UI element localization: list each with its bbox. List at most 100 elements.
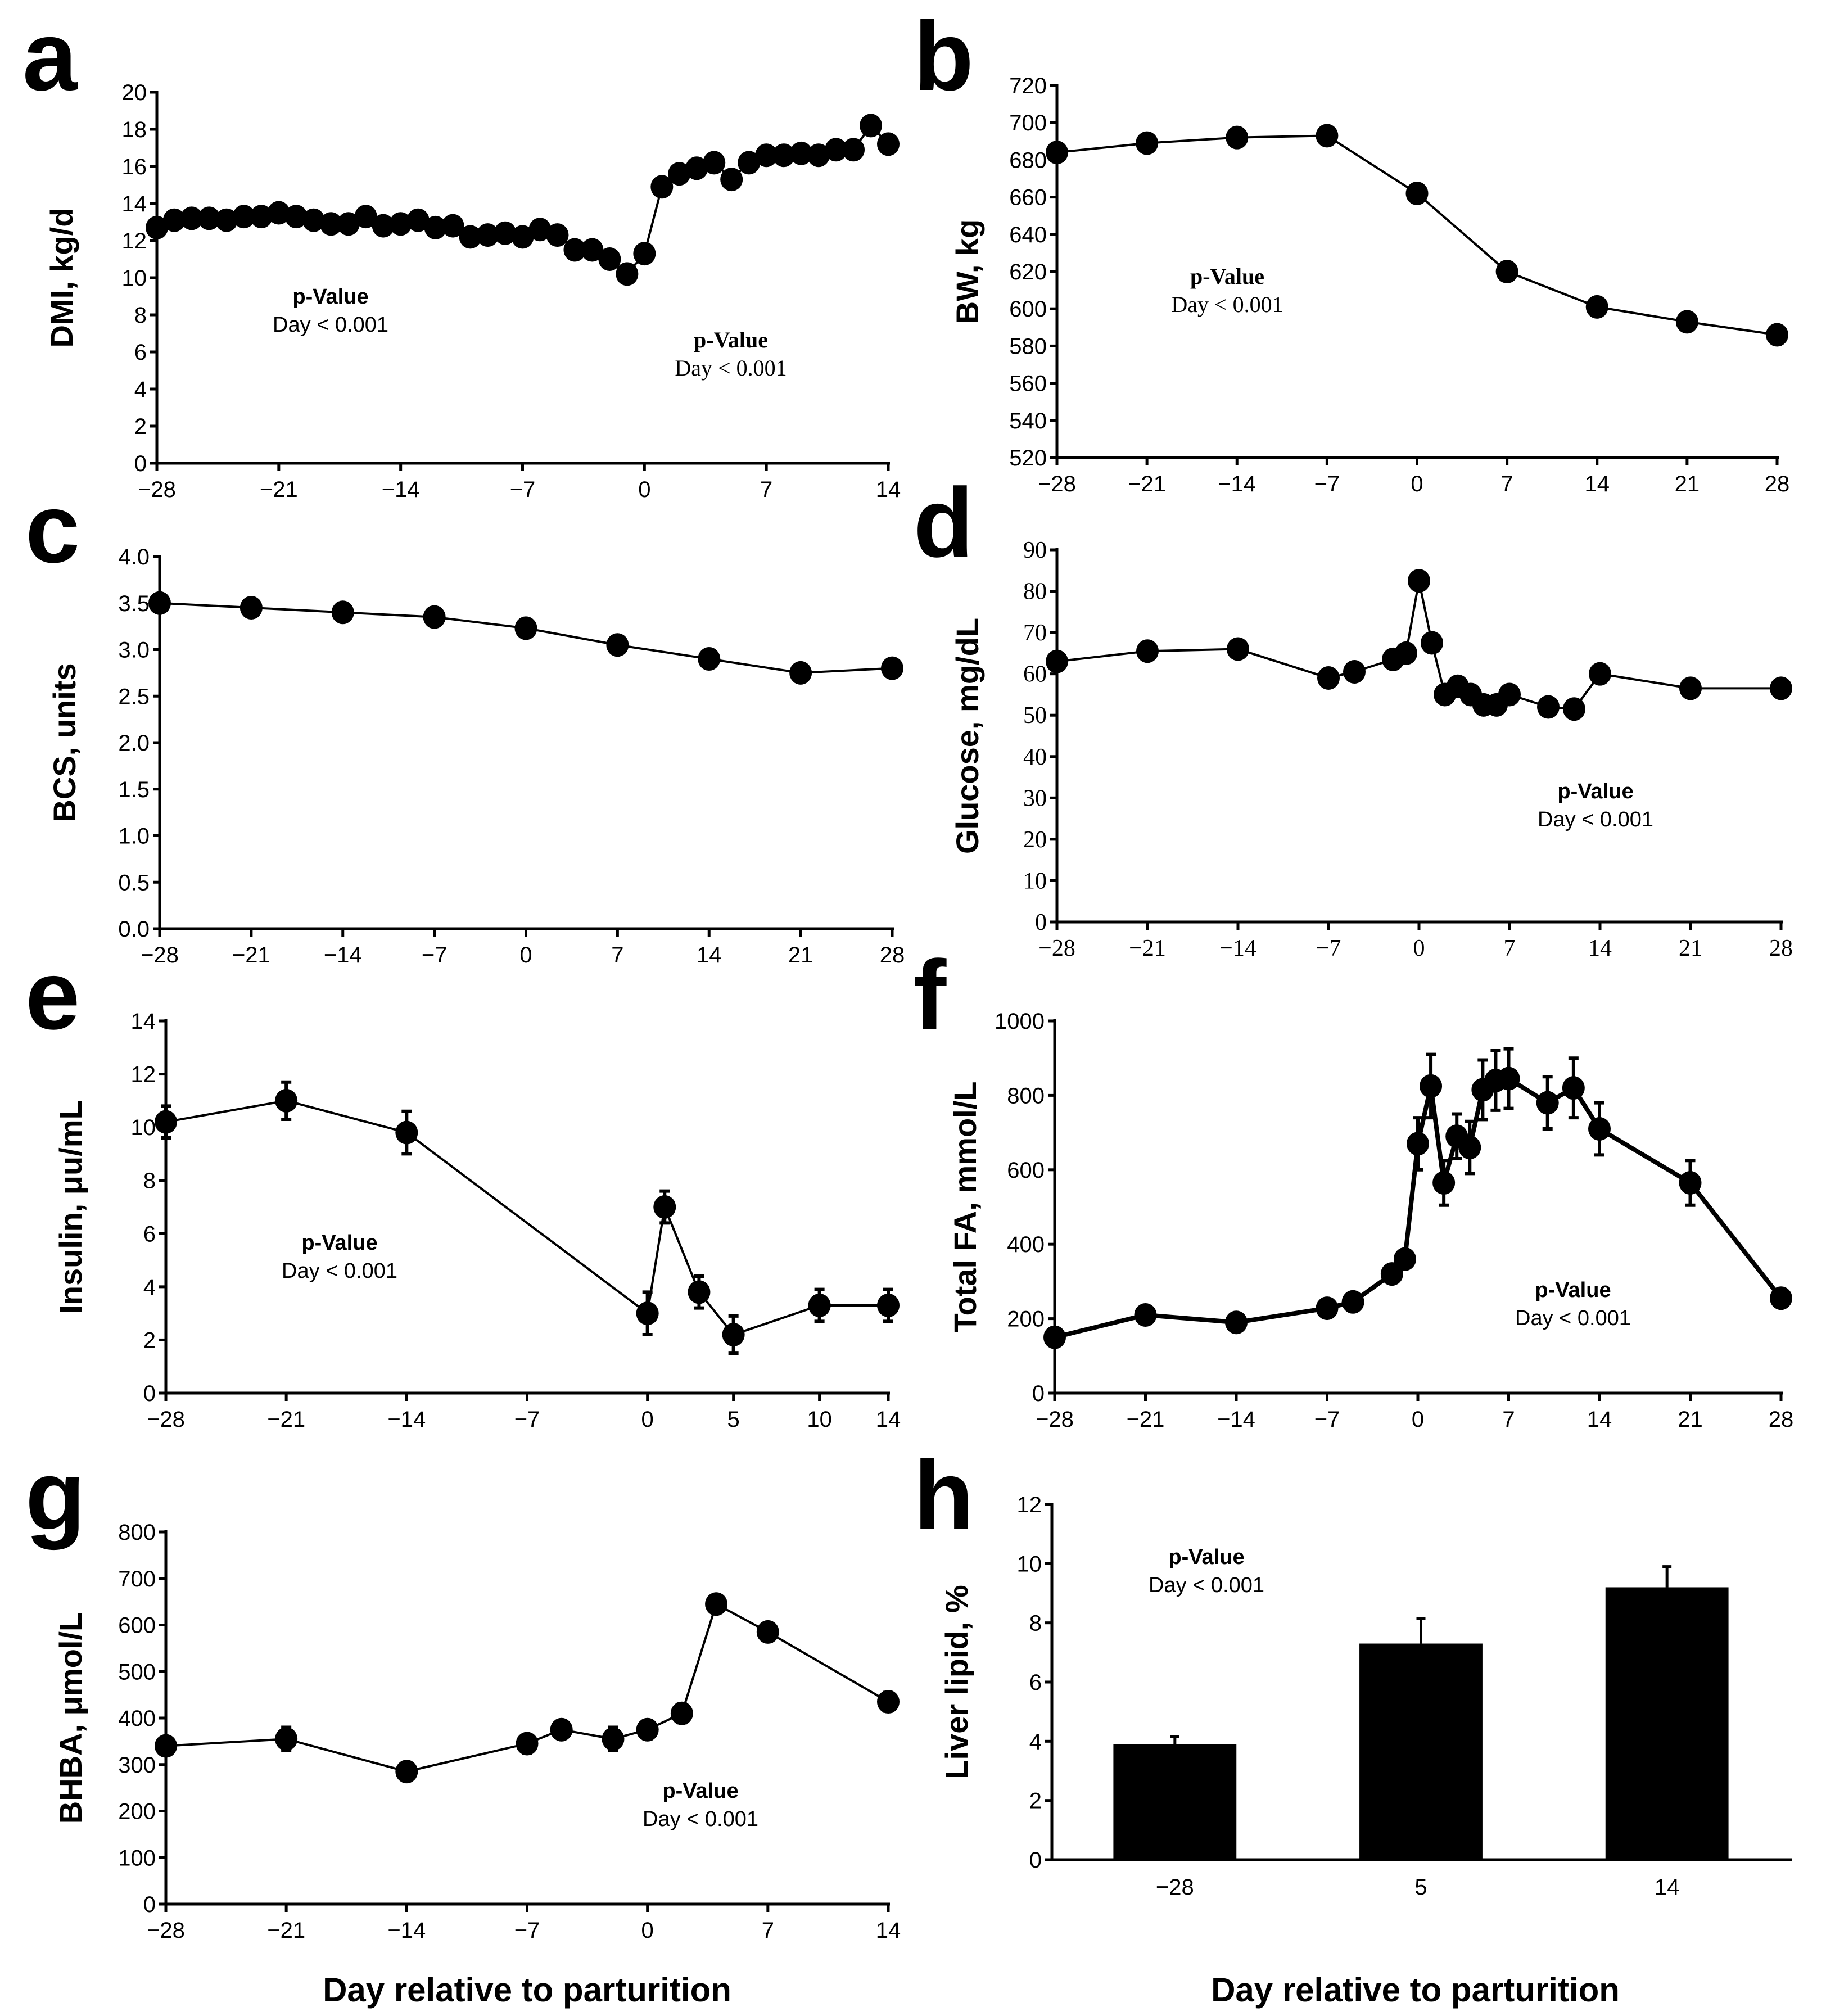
- data-point: [1495, 260, 1518, 283]
- y-axis-label: Glucose, mg/dL: [950, 618, 985, 854]
- y-tick-label: 300: [118, 1753, 156, 1778]
- x-tick-label: −28: [147, 1918, 185, 1943]
- y-tick-label: 10: [131, 1115, 156, 1140]
- y-axis-label: Insulin, μu/mL: [53, 1100, 88, 1314]
- y-tick-label: 600: [1007, 1158, 1045, 1183]
- data-point: [1770, 676, 1792, 700]
- data-point: [877, 132, 900, 156]
- x-tick-label: −21: [1127, 1407, 1165, 1432]
- data-point: [180, 206, 203, 230]
- data-point: [722, 1322, 745, 1346]
- y-tick-label: 720: [1009, 74, 1047, 98]
- series-line: [1056, 580, 1781, 711]
- y-tick-label: 0.5: [118, 870, 150, 895]
- data-point: [1226, 125, 1249, 150]
- y-tick-label: 0.0: [118, 917, 150, 942]
- data-point: [1043, 1325, 1066, 1349]
- x-tick-label: 14: [697, 943, 722, 968]
- panel-h: h 0 2 4 6 8 10 12 −28 5 14 Liver lipid, % Day relati…: [914, 1441, 1792, 2009]
- data-point: [155, 1110, 177, 1134]
- y-tick-label: 70: [1023, 620, 1047, 646]
- p-value-title: p-Value: [1535, 1278, 1611, 1302]
- y-axis-label: BHBA, μmol/L: [53, 1612, 88, 1824]
- panel-letter: a: [22, 2, 78, 111]
- y-tick-label: 700: [1009, 111, 1047, 135]
- data-point: [267, 201, 290, 225]
- data-point: [516, 1732, 539, 1756]
- y-tick-label: 90: [1023, 537, 1047, 563]
- panel-c: c 0.0 0.5 1.0 1.5 2.0 2.5 3.0 3.5 4.0 −28 −21 −14 −7 0…: [25, 285, 905, 968]
- data-point: [215, 208, 238, 232]
- x-tick-label: 0: [638, 477, 650, 502]
- p-value-text: Day < 0.001: [675, 355, 787, 381]
- data-point: [476, 223, 499, 247]
- data-point: [881, 656, 903, 680]
- data-point: [1408, 569, 1430, 593]
- x-tick-label: −28: [138, 477, 176, 502]
- x-tick-label: 28: [1765, 472, 1790, 496]
- x-tick-label: 28: [1769, 1407, 1794, 1432]
- y-axis-label: Total FA, mmol/L: [947, 1082, 983, 1333]
- y-tick-label: 12: [131, 1063, 156, 1087]
- x-tick-label: −28: [1156, 1875, 1194, 1900]
- p-value-title: p-Value: [1557, 780, 1633, 803]
- data-point: [808, 1293, 831, 1317]
- y-tick-label: 80: [1023, 579, 1047, 605]
- y-tick-label: 600: [1009, 297, 1047, 322]
- data-point: [772, 143, 796, 168]
- y-tick-label: 2.5: [118, 684, 150, 709]
- x-tick-label: 5: [1414, 1875, 1427, 1900]
- data-point: [653, 1195, 676, 1219]
- p-value-text: Day < 0.001: [1515, 1307, 1631, 1330]
- x-tick-label: 7: [760, 477, 772, 502]
- y-tick-label: 2.0: [118, 731, 150, 756]
- y-tick-label: 10: [1017, 1552, 1042, 1576]
- y-tick-label: 8: [1029, 1611, 1042, 1636]
- y-tick-label: 1.0: [118, 824, 150, 849]
- x-tick-label: 14: [1587, 1407, 1612, 1432]
- data-point: [563, 238, 586, 262]
- y-tick-label: 0: [134, 451, 147, 476]
- data-point: [606, 633, 629, 657]
- bar: [1359, 1643, 1483, 1860]
- panel-letter: c: [25, 474, 80, 584]
- x-tick-label: −14: [382, 477, 420, 502]
- x-tick-label: 14: [876, 1918, 901, 1943]
- y-tick-label: 4: [1029, 1729, 1042, 1754]
- y-tick-label: 60: [1023, 662, 1047, 688]
- x-tick-label: 21: [1678, 1407, 1703, 1432]
- series-line: [165, 1099, 888, 1336]
- data-point: [807, 143, 830, 168]
- x-tick-label: −28: [147, 1407, 185, 1432]
- data-point: [1536, 1091, 1559, 1115]
- p-value-title: p-Value: [694, 327, 768, 352]
- data-point: [319, 212, 342, 236]
- data-point: [1225, 1310, 1248, 1335]
- data-point: [372, 214, 395, 238]
- data-point: [1458, 1136, 1481, 1160]
- y-tick-label: 2: [134, 414, 147, 439]
- p-value-text: Day < 0.001: [1171, 292, 1283, 317]
- p-value-text: Day < 0.001: [1538, 808, 1653, 831]
- x-tick-label: 14: [1655, 1875, 1680, 1900]
- data-point: [275, 1727, 298, 1751]
- y-tick-label: 6: [143, 1222, 156, 1246]
- data-point: [670, 1701, 693, 1725]
- data-point: [842, 138, 865, 162]
- data-point: [1343, 659, 1366, 684]
- data-point: [636, 1301, 659, 1326]
- data-point: [389, 212, 412, 236]
- y-tick-label: 3.0: [118, 638, 150, 663]
- y-tick-label: 3.5: [118, 591, 150, 616]
- data-point: [528, 218, 552, 242]
- data-point: [1227, 637, 1249, 661]
- p-value-title: p-Value: [301, 1231, 377, 1255]
- data-point: [1770, 1286, 1792, 1310]
- data-point: [685, 156, 708, 180]
- x-tick-label: 14: [1588, 935, 1612, 961]
- x-tick-label: 0: [1413, 935, 1425, 961]
- x-tick-label: −14: [1219, 935, 1256, 961]
- p-value-title: p-Value: [292, 285, 368, 309]
- data-point: [1046, 141, 1068, 165]
